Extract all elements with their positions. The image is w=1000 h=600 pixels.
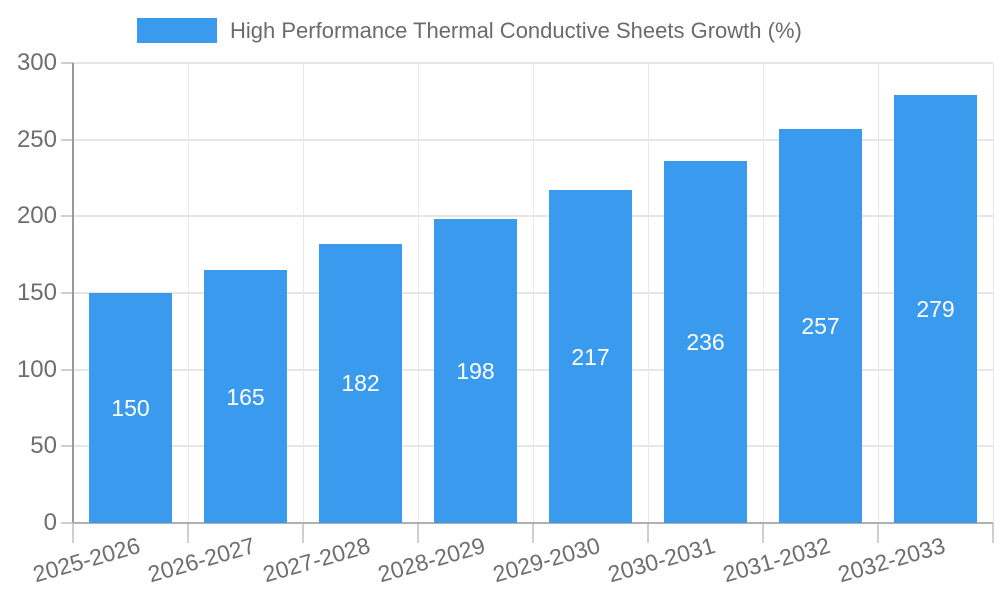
legend-label: High Performance Thermal Conductive Shee… [230,18,802,43]
y-tick [61,138,73,141]
x-tick [992,523,994,543]
y-tick-label: 100 [16,355,57,383]
bar[interactable] [779,128,862,523]
bar-value-label: 165 [226,383,265,410]
v-gridline [762,63,764,523]
y-axis-line [72,63,74,523]
x-tick [417,523,419,543]
bar[interactable] [204,270,287,523]
y-tick-label: 150 [16,279,57,306]
y-tick-label: 0 [43,509,57,536]
bar-value-label: 150 [111,395,150,421]
bar-value-label: 257 [801,312,840,339]
bar[interactable] [434,219,517,523]
v-gridline [532,63,534,523]
bar-value-label: 279 [916,296,955,323]
y-tick-label: 250 [16,125,57,153]
bar[interactable] [664,161,747,523]
x-axis-line [73,522,993,524]
bar-value-label: 182 [341,370,380,397]
v-gridline [877,63,879,523]
v-gridline [647,63,649,523]
legend-swatch [137,18,217,43]
y-tick [61,522,73,524]
v-gridline [417,63,419,523]
v-gridline [187,63,189,523]
bar-value-label: 217 [571,343,610,370]
bar[interactable] [894,95,977,523]
x-tick [762,523,764,543]
y-tick [61,62,73,64]
y-tick-label: 200 [16,202,57,230]
x-tick [72,523,74,543]
bar[interactable] [89,293,172,523]
y-tick-label: 50 [30,432,57,460]
x-tick [187,523,189,543]
bar[interactable] [319,243,402,523]
x-tick [647,523,649,543]
y-tick [61,368,73,371]
bar-value-label: 236 [686,329,725,356]
v-gridline [992,63,994,523]
y-tick [61,292,73,294]
x-tick [532,523,534,543]
x-tick [877,523,879,543]
bar[interactable] [549,190,632,523]
y-tick [61,215,73,218]
v-gridline [302,63,304,523]
y-tick [61,445,73,448]
legend[interactable]: High Performance Thermal Conductive Shee… [137,18,802,43]
y-tick-label: 300 [16,49,57,76]
x-tick [302,523,304,543]
bar-value-label: 198 [456,358,495,385]
